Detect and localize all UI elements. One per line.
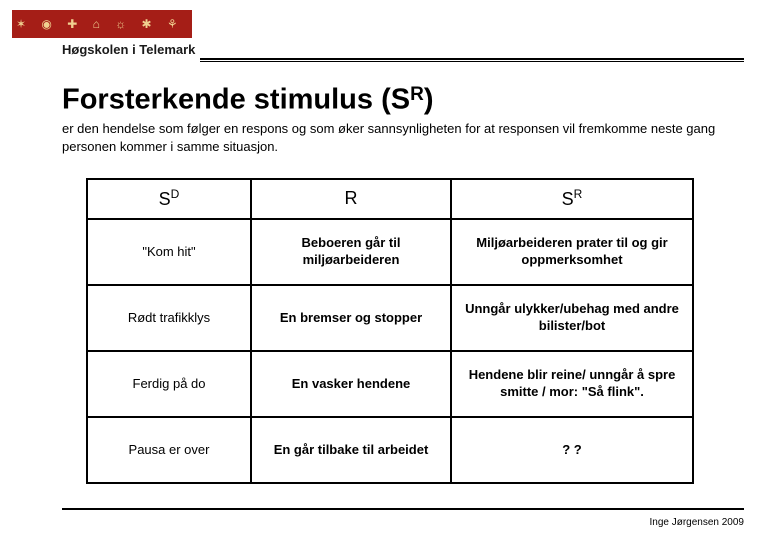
col1-base: S bbox=[159, 189, 171, 209]
cell-sr: Unngår ulykker/ubehag med andre bilister… bbox=[451, 285, 693, 351]
cell-sr: Miljøarbeideren prater til og gir oppmer… bbox=[451, 219, 693, 285]
cell-r: Beboeren går til miljøarbeideren bbox=[251, 219, 451, 285]
col-header-sd: SD bbox=[87, 179, 251, 219]
institution-name: Høgskolen i Telemark bbox=[62, 42, 195, 57]
cell-sr: Hendene blir reine/ unngår å spre smitte… bbox=[451, 351, 693, 417]
logo-glyphs-icon: ✶ ◉ ✚ ⌂ ☼ ✱ ⚘ bbox=[12, 10, 192, 38]
cell-sd: Ferdig på do bbox=[87, 351, 251, 417]
cell-sd: Pausa er over bbox=[87, 417, 251, 483]
page-title: Forsterkende stimulus (SR) bbox=[62, 82, 434, 117]
table-header-row: SD R SR bbox=[87, 179, 693, 219]
slide: ✶ ◉ ✚ ⌂ ☼ ✱ ⚘ Høgskolen i Telemark Forst… bbox=[0, 0, 780, 540]
table-row: Rødt trafikklys En bremser og stopper Un… bbox=[87, 285, 693, 351]
cell-r: En går tilbake til arbeidet bbox=[251, 417, 451, 483]
header: ✶ ◉ ✚ ⌂ ☼ ✱ ⚘ Høgskolen i Telemark bbox=[0, 0, 780, 64]
title-part-after: ) bbox=[424, 84, 434, 116]
cell-sd: "Kom hit" bbox=[87, 219, 251, 285]
col1-sup: D bbox=[171, 187, 180, 201]
table-row: Pausa er over En går tilbake til arbeide… bbox=[87, 417, 693, 483]
footer-rule bbox=[62, 508, 744, 510]
cell-sd: Rødt trafikklys bbox=[87, 285, 251, 351]
col3-sup: R bbox=[574, 187, 583, 201]
table-row: Ferdig på do En vasker hendene Hendene b… bbox=[87, 351, 693, 417]
subtitle-text: er den hendelse som følger en respons og… bbox=[62, 120, 722, 155]
cell-r: En bremser og stopper bbox=[251, 285, 451, 351]
stimulus-table: SD R SR "Kom hit" Beboeren går til miljø… bbox=[86, 178, 694, 484]
title-superscript: R bbox=[410, 84, 424, 105]
header-rule bbox=[200, 58, 744, 60]
title-part-before: Forsterkende stimulus (S bbox=[62, 84, 410, 116]
col-header-sr: SR bbox=[451, 179, 693, 219]
header-rule-thin bbox=[200, 61, 744, 62]
table-container: SD R SR "Kom hit" Beboeren går til miljø… bbox=[86, 178, 692, 484]
footer-credit: Inge Jørgensen 2009 bbox=[649, 517, 744, 528]
cell-sr: ? ? bbox=[451, 417, 693, 483]
cell-r: En vasker hendene bbox=[251, 351, 451, 417]
table-row: "Kom hit" Beboeren går til miljøarbeider… bbox=[87, 219, 693, 285]
col3-base: S bbox=[562, 189, 574, 209]
col-header-r: R bbox=[251, 179, 451, 219]
